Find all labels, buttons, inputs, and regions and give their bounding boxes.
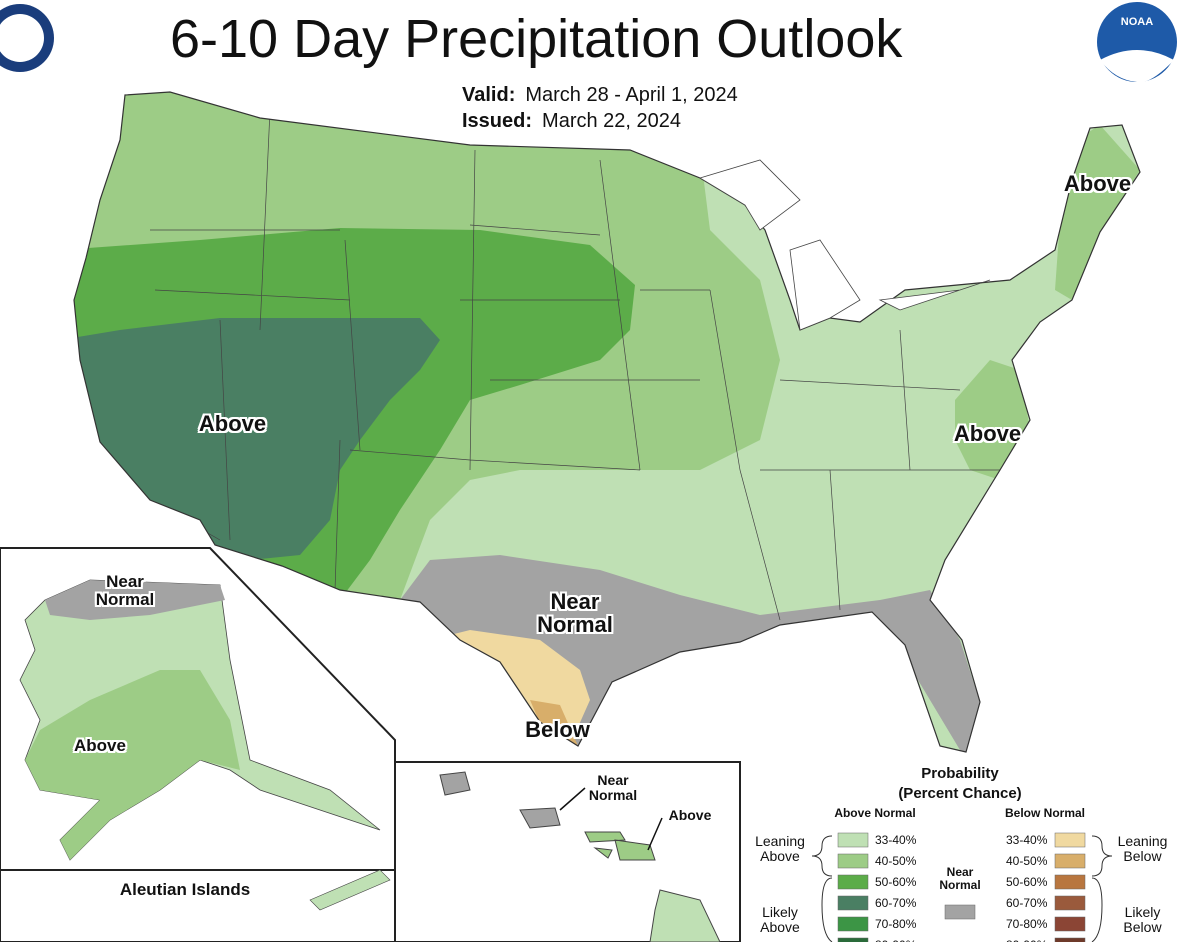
legend-heading: Above Normal xyxy=(834,806,916,820)
legend-bin-label: 33-40% xyxy=(875,833,917,847)
legend-group: Leaning Below xyxy=(1117,833,1168,864)
map-label: Near Normal xyxy=(588,772,638,803)
leader-lines xyxy=(559,787,663,851)
legend-bin-label: 70-80% xyxy=(875,917,917,931)
legend-heading: Below Normal xyxy=(1004,806,1085,820)
kauai xyxy=(439,771,471,796)
aleutian-title: Aleutian Islands xyxy=(119,880,251,899)
legend-group: Likely Above xyxy=(760,904,800,935)
noaa-text: NOAA xyxy=(1121,16,1153,28)
big-island xyxy=(649,889,721,942)
hawaii-inset xyxy=(394,761,741,942)
state-lines xyxy=(149,109,1000,621)
legend: 33-40% 40-50% 50-60% 60-70% 70-80% 80-90% 33-4… xyxy=(811,832,1113,942)
legend-bin-label: 50-60% xyxy=(1006,875,1048,889)
map-label: Above xyxy=(74,736,126,755)
legend-bin-label: 40-50% xyxy=(875,854,917,868)
oahu xyxy=(519,807,561,829)
map-label: Below xyxy=(525,717,590,742)
alaska-above xyxy=(25,670,240,860)
legend-swatch xyxy=(1054,937,1086,942)
valid-label: Valid: xyxy=(462,84,516,106)
legend-title: Probability xyxy=(921,765,999,782)
commerce-seal-inner xyxy=(0,14,44,62)
alaska-near-normal xyxy=(45,580,225,620)
legend-bin-label: 60-70% xyxy=(1006,896,1048,910)
legend-bin-label: 80-90% xyxy=(875,938,917,942)
legend-bin-label: 33-40% xyxy=(1006,833,1048,847)
legend-brace xyxy=(811,835,1113,942)
map-label: Near Normal xyxy=(537,589,613,638)
legend-swatch xyxy=(837,853,869,869)
legend-swatch xyxy=(837,916,869,932)
legend-swatch xyxy=(1054,916,1086,932)
great-lakes xyxy=(699,159,991,331)
issued-line: Issued: March 22, 2024 xyxy=(462,110,681,133)
legend-swatch xyxy=(1054,874,1086,890)
legend-swatch xyxy=(1054,832,1086,848)
map-label: Above xyxy=(1063,171,1132,196)
legend-bin-label: 60-70% xyxy=(875,896,917,910)
maui-group xyxy=(584,831,656,861)
legend-swatch xyxy=(837,874,869,890)
legend-swatch xyxy=(837,832,869,848)
legend-bin-label: 50-60% xyxy=(875,875,917,889)
map-label: Above xyxy=(198,411,267,436)
legend-swatch xyxy=(837,895,869,911)
map-label: Above xyxy=(668,807,712,823)
legend-group: Likely Below xyxy=(1123,904,1162,935)
valid-dates: March 28 - April 1, 2024 xyxy=(525,84,738,106)
valid-line: Valid: March 28 - April 1, 2024 xyxy=(462,84,738,107)
legend-near-normal: Near Normal xyxy=(939,865,981,892)
issued-label: Issued: xyxy=(462,110,533,132)
legend-bin-label: 70-80% xyxy=(1006,917,1048,931)
title: 6-10 Day Precipitation Outlook xyxy=(170,9,903,69)
issued-date: March 22, 2024 xyxy=(542,110,682,132)
legend-bin-label: 40-50% xyxy=(1006,854,1048,868)
aleutians xyxy=(309,869,391,911)
legend-subtitle: (Percent Chance) xyxy=(898,785,1022,802)
legend-swatch xyxy=(837,937,869,942)
legend-swatch xyxy=(1054,853,1086,869)
map-label: Above xyxy=(953,421,1022,446)
map-label: Near Normal xyxy=(95,572,155,609)
legend-group: Leaning Above xyxy=(755,833,805,864)
legend-swatch xyxy=(1054,895,1086,911)
legend-swatch xyxy=(944,904,976,920)
legend-bin-label: 80-90% xyxy=(1006,938,1048,942)
noaa-gull xyxy=(1100,50,1174,83)
